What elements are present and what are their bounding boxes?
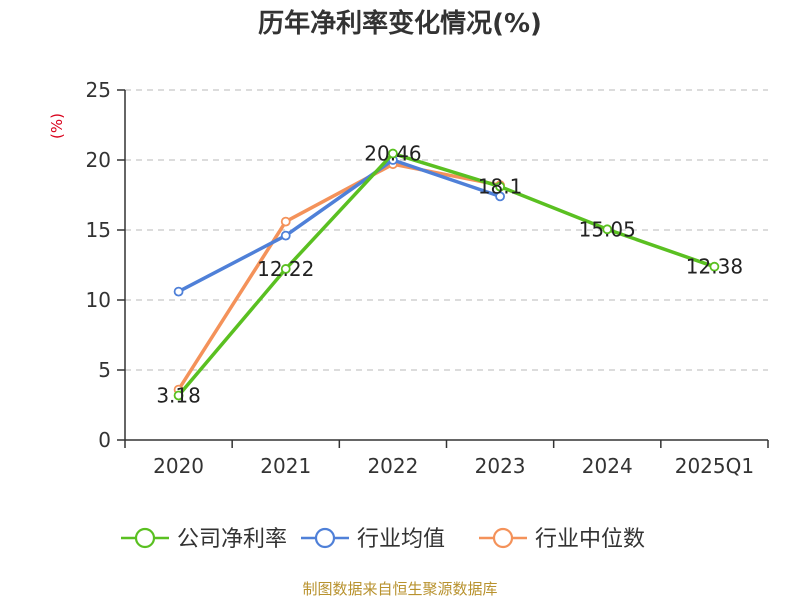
y-tick-label: 10 (86, 288, 111, 312)
x-tick-label: 2023 (475, 454, 526, 478)
x-tick-label: 2020 (153, 454, 204, 478)
x-tick-label: 2022 (367, 454, 418, 478)
series-1-point (173, 286, 184, 297)
series-line-2 (177, 162, 501, 391)
y-tick-label: 0 (98, 428, 111, 452)
legend-swatch-marker (492, 527, 514, 549)
data-label: 15.05 (579, 217, 636, 241)
series-line-0 (177, 151, 715, 397)
series-0-point (280, 264, 291, 274)
series-0-point (709, 261, 720, 272)
x-tick-label: 2024 (582, 454, 633, 478)
y-tick-label: 25 (86, 78, 111, 102)
x-tick-label: 2021 (260, 454, 311, 478)
legend-item-1[interactable]: 行业均值 (301, 527, 445, 552)
series-0-point (495, 181, 505, 192)
source-note: 制图数据来自恒生聚源数据库 (302, 580, 497, 598)
y-tick-label: 20 (86, 148, 111, 172)
series-1-point (495, 191, 505, 202)
data-label: 12.22 (257, 257, 314, 281)
legend-label: 行业均值 (357, 527, 445, 552)
data-label: 12.38 (686, 255, 743, 279)
chart-title: 历年净利率变化情况(%) (258, 8, 542, 39)
x-tick-label: 2025Q1 (675, 454, 754, 478)
data-label: 3.18 (156, 383, 201, 407)
y-axis-label: (%) (48, 113, 66, 139)
legend-item-0[interactable]: 公司净利率 (121, 527, 287, 552)
y-tick-label: 15 (86, 218, 111, 242)
grid-lines (125, 89, 768, 371)
data-labels: 3.18 12.22 20.46 18.1 15.05 12.38 (156, 142, 743, 408)
data-label: 18.1 (478, 175, 523, 199)
series-line-1 (177, 158, 501, 294)
axes: 0 5 10 15 20 25 2020 2021 2022 2023 2024 2025Q1 (86, 78, 769, 478)
data-label: 20.46 (364, 142, 421, 166)
y-tick-label: 5 (98, 358, 111, 382)
legend-label: 行业中位数 (535, 527, 645, 552)
series-0-point (173, 390, 184, 401)
series-1-point (280, 230, 291, 241)
series-0-point (602, 224, 613, 235)
legend-swatch-marker (314, 527, 336, 549)
legend-swatch-marker (134, 527, 156, 549)
series-2-point (280, 216, 291, 227)
legend-label: 公司净利率 (177, 527, 287, 552)
legend: 公司净利率 行业均值 行业中位数 (121, 527, 645, 552)
legend-item-2[interactable]: 行业中位数 (479, 527, 645, 552)
series-0-point (388, 148, 398, 159)
series-lines (173, 148, 720, 401)
